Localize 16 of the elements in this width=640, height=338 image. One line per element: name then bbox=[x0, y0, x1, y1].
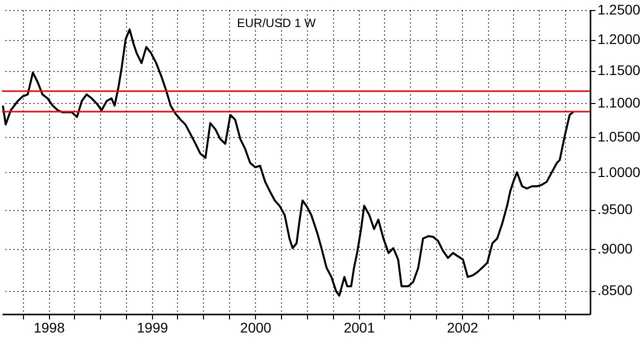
x-tick-label: 2002 bbox=[447, 320, 478, 336]
y-tick-label: 1.2000 bbox=[598, 31, 640, 48]
y-tick-label: .9000 bbox=[598, 240, 633, 256]
y-tick-label: 1.2500 bbox=[598, 2, 640, 18]
y-tick-label: .9500 bbox=[598, 201, 633, 218]
text: EUR/USD 1 W bbox=[237, 16, 316, 30]
x-tick-label: 2001 bbox=[344, 320, 376, 336]
x-tick-label: 1998 bbox=[34, 320, 65, 336]
x-tick-label: 1999 bbox=[136, 320, 168, 336]
x-tick-label: 2000 bbox=[240, 320, 272, 336]
y-tick-label: 1.1000 bbox=[598, 94, 640, 110]
y-tick-label: 1.0000 bbox=[598, 164, 640, 180]
y-tick-label: 1.1500 bbox=[598, 62, 640, 78]
y-tick-label: 1.0500 bbox=[598, 128, 640, 144]
y-tick-label: .8500 bbox=[598, 282, 633, 298]
line-series bbox=[2, 28, 575, 297]
